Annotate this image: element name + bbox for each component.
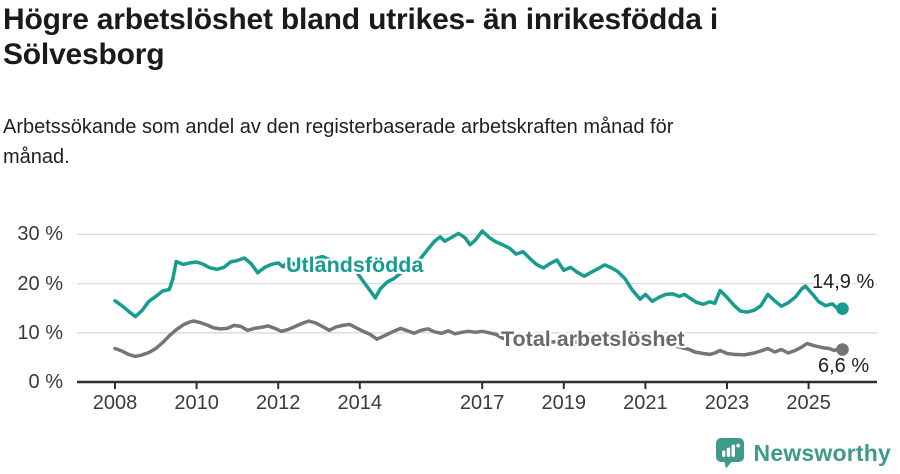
end-value-total: 6,6 % [818, 355, 870, 377]
y-axis-label: 10 % [17, 321, 63, 344]
series-line-0 [113, 229, 845, 319]
y-axis-label: 20 % [17, 272, 63, 295]
x-axis-label: 2017 [459, 392, 505, 414]
series-label-utlandsfodda: Utlandsfödda [286, 253, 424, 277]
page-title: Högre arbetslöshet bland utrikes- än inr… [3, 2, 863, 72]
x-axis-label: 2008 [92, 392, 138, 414]
series-end-dot-1 [836, 343, 849, 356]
subtitle-line-1: Arbetssökande som andel av den registerb… [3, 116, 674, 138]
subtitle-line-2: månad. [3, 146, 70, 168]
y-axis-label: 0 % [28, 371, 63, 393]
series-label-total-arbetsloshet: Total arbetslöshet [501, 327, 685, 351]
y-axis-label: 30 % [17, 223, 63, 246]
x-axis-label: 2023 [704, 392, 750, 414]
title-line-1: Högre arbetslöshet bland utrikes- än inr… [3, 3, 718, 36]
series-line-1 [113, 319, 845, 359]
newsworthy-wordmark: Newsworthy [753, 439, 891, 466]
x-axis-label: 2010 [174, 392, 219, 414]
end-value-utlandsfodda: 14,9 % [812, 271, 875, 293]
x-axis-label: 2021 [623, 392, 668, 414]
x-axis-label: 2019 [541, 392, 587, 414]
newsworthy-logo[interactable]: Newsworthy [715, 437, 891, 469]
chart-subtitle: Arbetssökande som andel av den registerb… [3, 112, 863, 172]
x-axis-label: 2012 [255, 392, 301, 414]
x-axis-label: 2025 [786, 392, 831, 414]
x-axis-label: 2014 [337, 392, 383, 414]
title-line-2: Sölvesborg [3, 38, 165, 71]
newsworthy-icon [715, 437, 745, 469]
series-end-dot-0 [836, 302, 849, 316]
